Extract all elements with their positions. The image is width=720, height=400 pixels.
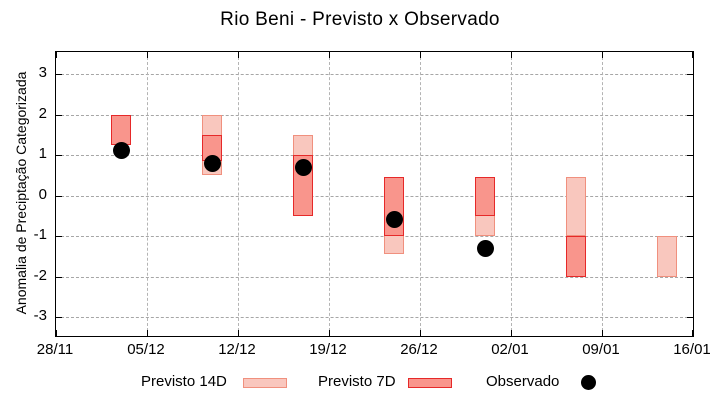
x-tick-label: 19/12: [309, 341, 347, 358]
legend-label-observado: Observado: [486, 373, 560, 390]
observado-dot: [385, 211, 403, 229]
x-tick-mark: [147, 330, 148, 336]
x-tick-mark: [56, 330, 57, 336]
legend-label-previsto14: Previsto 14D: [141, 373, 227, 390]
observado-dot: [476, 239, 494, 257]
y-tick-label: 1: [38, 145, 47, 162]
x-tick-mark: [420, 330, 421, 336]
x-tick-mark: [329, 52, 330, 58]
y-tick-mark: [687, 195, 693, 197]
y-tick-label: 3: [38, 64, 47, 81]
plot-area: [55, 51, 694, 337]
observado-dot: [294, 158, 312, 176]
y-tick-mark: [687, 155, 693, 156]
x-tick-label: 28/11: [36, 341, 74, 358]
y-tick-mark: [687, 276, 693, 278]
vgrid-line: [602, 52, 603, 336]
observado-dot: [203, 154, 221, 172]
chart-title: Rio Beni - Previsto x Observado: [220, 9, 500, 30]
x-tick-label: 02/01: [491, 341, 529, 358]
y-tick-label: -1: [33, 226, 47, 243]
x-tick-mark: [511, 52, 512, 58]
y-tick-label: -3: [33, 307, 47, 324]
y-tick-mark: [687, 114, 693, 116]
x-tick-mark: [238, 52, 239, 58]
y-tick-mark: [56, 236, 62, 237]
legend-label-previsto7: Previsto 7D: [318, 373, 396, 390]
x-tick-mark: [602, 52, 603, 58]
y-tick-mark: [56, 74, 62, 75]
previsto7-bar: [111, 114, 131, 145]
x-tick-mark: [692, 52, 693, 58]
vgrid-line: [147, 52, 148, 336]
x-tick-mark: [147, 52, 148, 58]
previsto14-bar: [657, 236, 677, 277]
x-tick-mark: [602, 330, 603, 336]
x-tick-label: 16/01: [673, 341, 711, 358]
x-tick-mark: [420, 52, 421, 58]
x-tick-label: 09/01: [582, 341, 620, 358]
hgrid-line: [56, 155, 693, 156]
y-tick-mark: [56, 276, 62, 278]
hgrid-line: [56, 114, 693, 116]
x-tick-mark: [511, 330, 512, 336]
previsto14-bar: [566, 177, 586, 236]
observado-dot-icon: [581, 375, 596, 390]
y-tick-mark: [56, 317, 62, 318]
y-tick-label: -2: [33, 266, 47, 284]
previsto7-bar: [566, 236, 586, 277]
y-tick-mark: [56, 195, 62, 197]
previsto7-bar: [475, 177, 495, 216]
previsto14-swatch-icon: [243, 378, 287, 388]
x-tick-mark: [238, 330, 239, 336]
observado-dot: [112, 142, 130, 160]
y-tick-mark: [687, 74, 693, 75]
x-tick-mark: [692, 330, 693, 336]
y-tick-label: 2: [38, 104, 47, 122]
vgrid-line: [420, 52, 421, 336]
x-tick-mark: [56, 52, 57, 58]
x-tick-label: 05/12: [127, 341, 165, 358]
x-tick-label: 12/12: [218, 341, 256, 358]
x-tick-label: 26/12: [400, 341, 438, 358]
hgrid-line: [56, 276, 693, 278]
hgrid-line: [56, 74, 693, 75]
vgrid-line: [511, 52, 512, 336]
y-tick-mark: [687, 317, 693, 318]
vgrid-line: [329, 52, 330, 336]
x-tick-mark: [329, 330, 330, 336]
hgrid-line: [56, 195, 693, 197]
previsto7-swatch-icon: [408, 378, 452, 388]
hgrid-line: [56, 317, 693, 318]
y-tick-mark: [56, 155, 62, 156]
hgrid-line: [56, 236, 693, 237]
y-tick-label: 0: [38, 185, 47, 203]
y-tick-mark: [56, 114, 62, 116]
vgrid-line: [238, 52, 239, 336]
y-tick-mark: [687, 236, 693, 237]
